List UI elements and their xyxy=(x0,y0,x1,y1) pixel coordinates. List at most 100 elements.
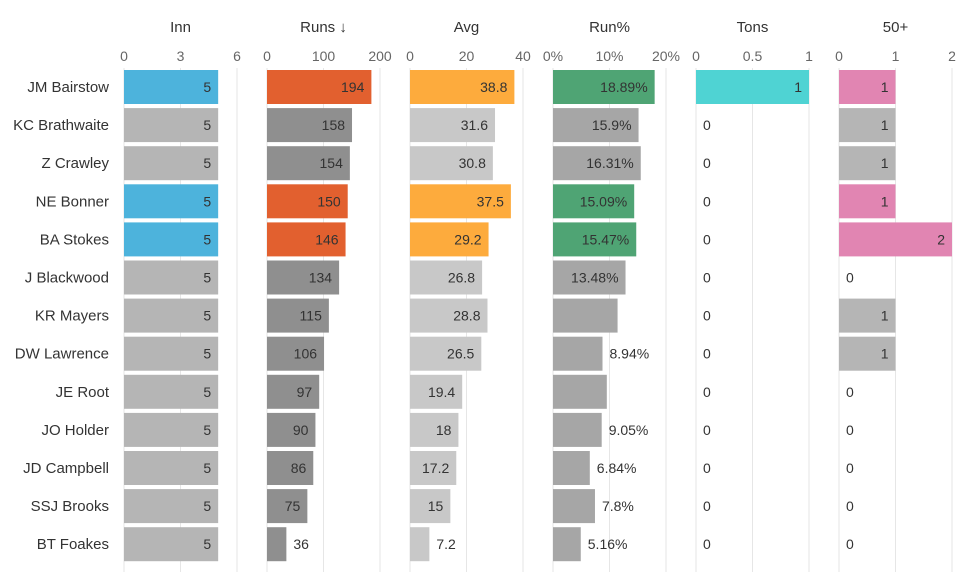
data-label-tons-kc-brathwaite: 0 xyxy=(703,117,711,133)
data-label-inn-jd-campbell: 5 xyxy=(203,460,211,476)
data-label-avg-ne-bonner: 37.5 xyxy=(477,193,504,209)
bar-50-kc-brathwaite xyxy=(839,108,896,143)
bar-50-kr-mayers xyxy=(839,298,896,333)
data-label-50-kr-mayers: 1 xyxy=(881,308,889,324)
bar-run-ssj-brooks xyxy=(553,489,595,524)
tick-label: 0 xyxy=(406,48,414,64)
tick-label: 0 xyxy=(263,48,271,64)
data-label-run-ne-bonner: 15.09% xyxy=(580,193,627,209)
tick-label: 0 xyxy=(835,48,843,64)
player-label-je-root: JE Root xyxy=(56,384,110,401)
player-label-jd-campbell: JD Campbell xyxy=(23,460,109,477)
data-label-runs-je-root: 97 xyxy=(297,384,313,400)
player-label-dw-lawrence: DW Lawrence xyxy=(15,346,109,363)
data-label-tons-dw-lawrence: 0 xyxy=(703,346,711,362)
bar-50-z-crawley xyxy=(839,146,896,181)
data-label-runs-dw-lawrence: 106 xyxy=(294,346,318,362)
bar-avg-j-blackwood xyxy=(410,260,483,295)
bar-inn-ba-stokes xyxy=(124,222,219,257)
bar-runs-j-blackwood xyxy=(267,260,340,295)
bar-avg-ba-stokes xyxy=(410,222,489,257)
data-label-tons-j-blackwood: 0 xyxy=(703,270,711,286)
data-label-inn-bt-foakes: 5 xyxy=(203,536,211,552)
data-label-avg-z-crawley: 30.8 xyxy=(459,155,486,171)
data-label-50-z-crawley: 1 xyxy=(881,155,889,171)
data-label-run-jm-bairstow: 18.89% xyxy=(600,79,647,95)
data-label-tons-kr-mayers: 0 xyxy=(703,308,711,324)
data-label-run-j-blackwood: 13.48% xyxy=(571,270,618,286)
player-label-ne-bonner: NE Bonner xyxy=(36,193,109,210)
panel-title: Inn xyxy=(170,19,191,36)
bar-runs-ba-stokes xyxy=(267,222,346,257)
data-label-50-ba-stokes: 2 xyxy=(937,231,945,247)
bar-avg-jm-bairstow xyxy=(410,70,515,104)
data-label-runs-j-blackwood: 134 xyxy=(309,270,333,286)
bar-runs-jo-holder xyxy=(267,412,316,447)
bar-50-jm-bairstow xyxy=(839,70,896,104)
bar-runs-z-crawley xyxy=(267,146,350,181)
tick-label: 1 xyxy=(892,48,900,64)
data-label-avg-dw-lawrence: 26.5 xyxy=(447,346,474,362)
data-label-inn-kr-mayers: 5 xyxy=(203,308,211,324)
data-label-50-je-root: 0 xyxy=(846,384,854,400)
bar-inn-jm-bairstow xyxy=(124,70,219,104)
panel-title: Tons xyxy=(737,19,769,36)
data-label-runs-jd-campbell: 86 xyxy=(291,460,307,476)
bar-inn-j-blackwood xyxy=(124,260,219,295)
data-label-runs-jm-bairstow: 194 xyxy=(341,79,365,95)
data-label-tons-bt-foakes: 0 xyxy=(703,536,711,552)
bar-avg-jo-holder xyxy=(410,412,459,447)
tick-label: 2 xyxy=(948,48,956,64)
bar-run-je-root xyxy=(553,374,607,409)
bar-avg-ssj-brooks xyxy=(410,489,451,524)
data-label-50-kc-brathwaite: 1 xyxy=(881,117,889,133)
data-label-inn-kc-brathwaite: 5 xyxy=(203,117,211,133)
player-label-bt-foakes: BT Foakes xyxy=(37,536,109,553)
data-label-inn-jo-holder: 5 xyxy=(203,422,211,438)
data-label-50-dw-lawrence: 1 xyxy=(881,346,889,362)
data-label-inn-ba-stokes: 5 xyxy=(203,231,211,247)
data-label-avg-ba-stokes: 29.2 xyxy=(454,231,481,247)
bar-avg-bt-foakes xyxy=(410,527,430,562)
tick-label: 0.5 xyxy=(743,48,763,64)
data-label-run-ssj-brooks: 7.8% xyxy=(602,498,634,514)
bar-avg-kr-mayers xyxy=(410,298,488,333)
tick-label: 3 xyxy=(177,48,185,64)
data-label-run-jd-campbell: 6.84% xyxy=(597,460,637,476)
data-label-50-ne-bonner: 1 xyxy=(881,193,889,209)
data-label-50-jm-bairstow: 1 xyxy=(881,79,889,95)
bar-runs-kc-brathwaite xyxy=(267,108,353,143)
data-label-runs-ba-stokes: 146 xyxy=(315,231,339,247)
data-label-50-jd-campbell: 0 xyxy=(846,460,854,476)
player-label-jo-holder: JO Holder xyxy=(41,422,109,439)
player-label-jm-bairstow: JM Bairstow xyxy=(27,79,109,96)
player-label-ssj-brooks: SSJ Brooks xyxy=(31,498,109,515)
panel-title: Runs ↓ xyxy=(300,19,347,36)
data-label-50-ssj-brooks: 0 xyxy=(846,498,854,514)
data-label-avg-j-blackwood: 26.8 xyxy=(448,270,475,286)
data-label-50-bt-foakes: 0 xyxy=(846,536,854,552)
data-label-inn-j-blackwood: 5 xyxy=(203,270,211,286)
bar-inn-ssj-brooks xyxy=(124,489,219,524)
bar-avg-dw-lawrence xyxy=(410,336,482,371)
bar-avg-je-root xyxy=(410,374,463,409)
data-label-50-jo-holder: 0 xyxy=(846,422,854,438)
data-label-runs-ne-bonner: 150 xyxy=(317,193,341,209)
bar-run-kc-brathwaite xyxy=(553,108,639,143)
tick-label: 100 xyxy=(312,48,336,64)
tick-label: 0% xyxy=(543,48,563,64)
data-label-inn-ne-bonner: 5 xyxy=(203,193,211,209)
bar-tons-jm-bairstow xyxy=(696,70,809,104)
bar-inn-bt-foakes xyxy=(124,527,219,562)
bar-50-dw-lawrence xyxy=(839,336,896,371)
data-label-inn-ssj-brooks: 5 xyxy=(203,498,211,514)
tick-label: 20% xyxy=(652,48,680,64)
bar-run-bt-foakes xyxy=(553,527,581,562)
tick-label: 200 xyxy=(368,48,392,64)
panel-title: Avg xyxy=(454,19,480,36)
bar-run-z-crawley xyxy=(553,146,641,181)
bar-runs-bt-foakes xyxy=(267,527,287,562)
bar-run-ne-bonner xyxy=(553,184,635,219)
